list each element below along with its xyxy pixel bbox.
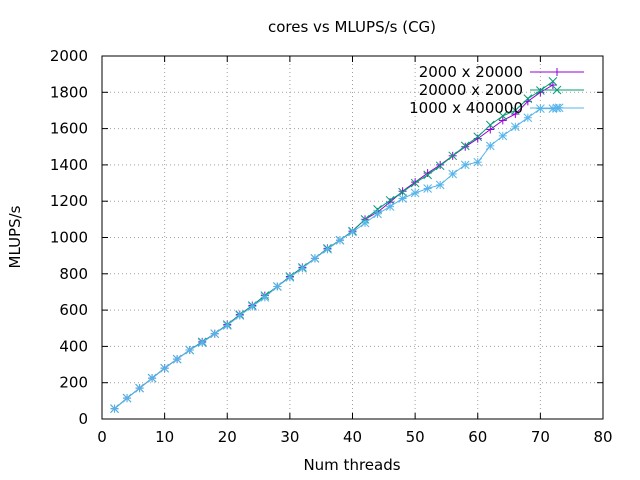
data-point	[247, 302, 257, 311]
data-point	[511, 110, 520, 119]
data-point	[373, 209, 382, 219]
y-axis-label: MLUPS/s	[6, 205, 24, 268]
data-point	[135, 383, 144, 393]
chart-title: cores vs MLUPS/s (CG)	[268, 18, 436, 36]
data-point	[410, 178, 420, 188]
data-point	[423, 170, 433, 180]
data-point	[548, 81, 557, 90]
legend-label: 2000 x 20000	[419, 63, 523, 81]
data-point	[473, 157, 483, 167]
data-point	[435, 180, 445, 190]
data-point	[335, 235, 345, 245]
data-point	[460, 160, 470, 170]
data-point	[460, 141, 470, 151]
data-point	[548, 77, 558, 86]
plot-frame	[101, 55, 604, 420]
data-point	[122, 393, 132, 403]
data-point	[485, 141, 495, 151]
data-point	[436, 160, 445, 169]
legend-label: 20000 x 2000	[419, 81, 523, 99]
legend-marker	[552, 85, 562, 95]
axis-ticks: 0 10 20 30 40 50 60 70 8002004006008001000120014…	[50, 47, 613, 446]
legend-label: 1000 x 400000	[409, 99, 523, 117]
data-point	[448, 151, 458, 161]
data-point	[160, 363, 169, 373]
series-3	[110, 103, 564, 414]
data-point	[172, 354, 182, 364]
y-tick-label: 200	[59, 374, 88, 392]
y-tick-label: 600	[59, 301, 88, 319]
data-point	[486, 125, 495, 134]
x-tick-label: 20	[218, 428, 237, 446]
data-point	[410, 188, 420, 198]
x-tick-label: 40	[343, 428, 362, 446]
data-point	[523, 94, 533, 104]
data-point	[398, 187, 407, 196]
data-point	[110, 404, 119, 414]
y-tick-label: 800	[59, 265, 88, 283]
data-point	[448, 169, 458, 179]
data-point	[485, 120, 495, 130]
y-tick-label: 1800	[50, 83, 88, 101]
x-tick-label: 80	[593, 428, 612, 446]
legend-marker	[553, 68, 561, 76]
data-point	[435, 161, 445, 171]
x-tick-label: 60	[468, 428, 487, 446]
data-point	[323, 244, 332, 254]
x-tick-label: 0	[97, 428, 107, 446]
data-point	[197, 338, 207, 348]
x-tick-label: 50	[406, 428, 425, 446]
data-point	[310, 254, 320, 263]
data-point	[398, 187, 407, 197]
x-axis-label: Num threads	[303, 456, 400, 474]
x-tick-label: 10	[155, 428, 174, 446]
data-point	[298, 264, 307, 273]
data-point	[360, 218, 370, 228]
y-tick-label: 1000	[50, 229, 88, 247]
data-point	[461, 142, 470, 151]
data-point	[473, 132, 483, 142]
data-point	[510, 106, 520, 115]
data-point	[498, 111, 508, 121]
data-point	[260, 293, 270, 302]
plot-series	[110, 77, 564, 414]
y-tick-label: 0	[78, 410, 88, 428]
grid	[102, 56, 603, 419]
legend-marker	[552, 103, 562, 113]
y-tick-label: 2000	[50, 47, 88, 65]
data-point	[523, 113, 533, 123]
data-point	[222, 321, 232, 330]
data-point	[498, 131, 508, 141]
x-tick-label: 70	[531, 428, 550, 446]
data-point	[536, 104, 545, 113]
data-point	[348, 227, 357, 237]
y-tick-label: 1200	[50, 192, 88, 210]
data-point	[423, 184, 433, 193]
data-point	[285, 273, 295, 282]
data-point	[385, 202, 395, 211]
y-tick-label: 400	[59, 337, 88, 355]
data-point	[210, 329, 220, 339]
data-point	[272, 282, 282, 291]
data-point	[398, 194, 407, 203]
data-point	[235, 311, 245, 320]
data-point	[411, 178, 420, 187]
y-tick-label: 1600	[50, 120, 88, 138]
data-point	[510, 122, 520, 132]
data-point	[147, 373, 157, 383]
x-tick-label: 30	[280, 428, 299, 446]
data-point	[385, 195, 395, 205]
y-tick-label: 1400	[50, 156, 88, 174]
series-line	[114, 107, 560, 410]
data-point	[498, 116, 507, 125]
series-line	[114, 84, 554, 410]
data-point	[185, 345, 195, 355]
